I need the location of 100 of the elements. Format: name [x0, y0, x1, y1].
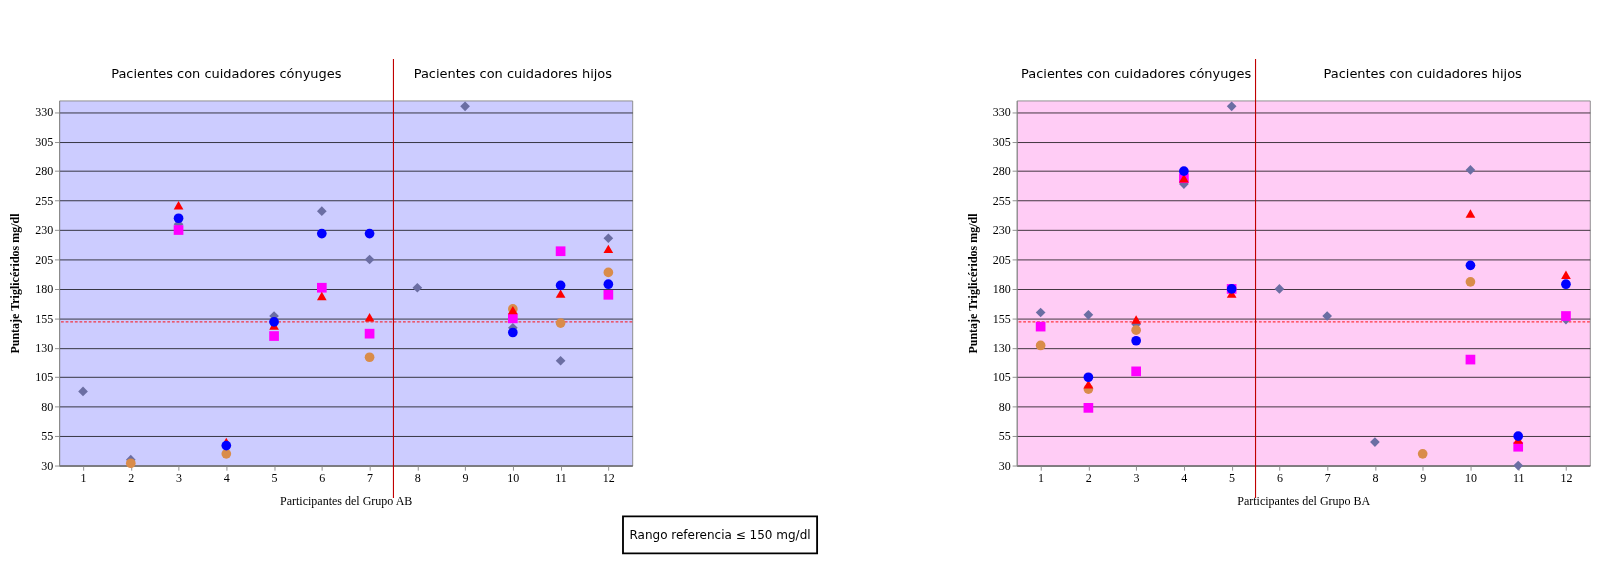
x-axis-title: Participantes del Grupo BA — [1237, 493, 1371, 508]
y-tick-label: 55 — [998, 429, 1011, 444]
y-tick-label: 230 — [35, 223, 54, 238]
text: Pacientes con cuidadores cónyuges — [1021, 66, 1252, 82]
y-tick-label: 180 — [992, 282, 1011, 297]
x-tick-label: 1 — [80, 470, 87, 485]
point — [555, 289, 566, 298]
point — [1083, 309, 1094, 320]
x-tick-label: 2 — [128, 470, 135, 485]
point — [1035, 340, 1046, 351]
point — [1083, 380, 1094, 389]
x-tick-label: 7 — [1324, 470, 1331, 485]
x-tick-label: 12 — [1560, 470, 1573, 485]
point — [1513, 460, 1524, 471]
point — [1035, 307, 1046, 318]
point — [1131, 325, 1141, 335]
point — [603, 289, 614, 300]
x-tick-label: 4 — [1181, 470, 1188, 485]
point — [1465, 277, 1476, 287]
point — [508, 327, 518, 338]
y-tick-label: 280 — [35, 164, 54, 179]
y-axis-title: Puntaje Triglicéridos mg/dl — [966, 212, 981, 354]
point — [603, 267, 614, 278]
x-tick-label: 2 — [1085, 470, 1092, 485]
point — [1131, 335, 1141, 346]
y-tick-label: 30 — [41, 458, 54, 473]
point — [460, 101, 470, 112]
y-tick-label: 255 — [35, 193, 54, 208]
y-tick-label: 280 — [992, 164, 1011, 179]
point — [1131, 366, 1141, 377]
point — [555, 318, 566, 328]
text: Pacientes con cuidadores hijos — [1323, 66, 1523, 82]
x-tick-label: 10 — [507, 470, 520, 485]
point — [1083, 403, 1094, 413]
x-tick-label: 3 — [176, 470, 183, 485]
point — [1226, 101, 1237, 112]
y-tick-label: 180 — [35, 282, 54, 297]
y-tick-label: 305 — [992, 134, 1011, 149]
y-tick-label: 30 — [998, 458, 1011, 473]
y-tick-label: 205 — [35, 252, 54, 267]
x-tick-label: 6 — [1276, 470, 1283, 485]
point — [173, 201, 184, 210]
x-tick-label: 6 — [319, 470, 326, 485]
point — [1322, 311, 1333, 321]
y-tick-label: 330 — [992, 105, 1011, 120]
x-tick-label: 9 — [1420, 470, 1427, 485]
point — [125, 458, 136, 469]
point — [1513, 431, 1524, 441]
point — [412, 282, 423, 293]
y-tick-label: 105 — [992, 370, 1011, 385]
y-tick-label: 155 — [35, 311, 54, 326]
point — [364, 328, 375, 339]
point — [173, 225, 184, 235]
point — [1561, 311, 1571, 321]
point — [316, 291, 327, 301]
x-tick-label: 8 — [414, 470, 421, 485]
y-tick-label: 230 — [992, 223, 1011, 238]
x-axis-title: Participantes del Grupo AB — [280, 493, 413, 508]
y-tick-label: 55 — [41, 429, 54, 444]
point — [603, 233, 614, 244]
point — [364, 352, 375, 363]
x-tick-label: 4 — [223, 470, 230, 485]
point — [555, 355, 566, 366]
point — [555, 246, 566, 257]
point — [364, 228, 375, 239]
point — [555, 280, 566, 291]
x-tick-label: 10 — [1464, 470, 1477, 485]
point — [78, 386, 88, 397]
point — [1179, 166, 1189, 176]
point — [603, 244, 614, 254]
x-tick-label: 8 — [1372, 470, 1379, 485]
y-tick-label: 105 — [35, 370, 54, 385]
text: Pacientes con cuidadores cónyuges — [111, 66, 342, 82]
point — [221, 440, 232, 451]
y-tick-label: 330 — [35, 105, 54, 120]
y-axis-title: Puntaje Triglicéridos mg/dl — [8, 212, 23, 354]
y-tick-label: 255 — [992, 193, 1011, 208]
point — [1465, 209, 1476, 218]
x-tick-label: 12 — [602, 470, 615, 485]
point — [316, 228, 327, 239]
y-tick-label: 130 — [35, 340, 54, 355]
point — [1131, 315, 1141, 324]
point — [173, 213, 184, 224]
y-tick-label: 130 — [992, 340, 1011, 355]
point — [1561, 279, 1571, 290]
point — [508, 313, 518, 324]
y-tick-label: 80 — [41, 399, 54, 414]
point — [1274, 284, 1285, 294]
x-tick-label: 3 — [1133, 470, 1140, 485]
x-tick-label: 11 — [555, 470, 567, 485]
x-tick-label: 7 — [367, 470, 374, 485]
point — [1417, 448, 1428, 459]
point — [1465, 260, 1476, 271]
text: Rango referencia ≤ 150 mg/dl — [629, 527, 811, 542]
point — [1083, 372, 1094, 383]
point — [316, 206, 327, 217]
x-tick-label: 5 — [271, 470, 278, 485]
text: Pacientes con cuidadores hijos — [413, 66, 613, 82]
y-tick-label: 155 — [992, 311, 1011, 326]
x-tick-label: 11 — [1512, 470, 1525, 485]
